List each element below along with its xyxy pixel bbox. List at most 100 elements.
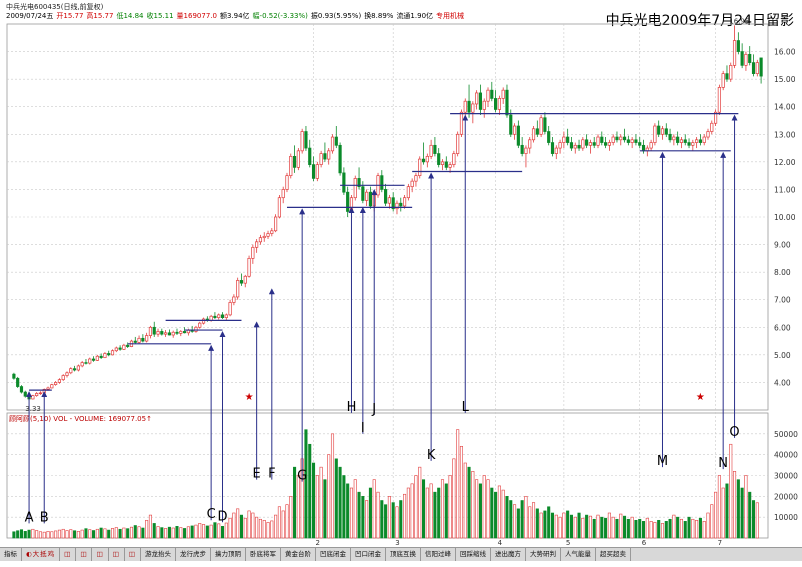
candle-body [619,136,623,141]
candle-body [384,189,388,204]
candle-body [501,89,505,99]
indicator-tab[interactable]: 凹口闭金 [351,548,386,561]
price-tick-label: 8.00 [774,268,791,277]
volume-bar [395,506,399,539]
candle-body [145,335,149,342]
candle-body [562,136,566,143]
candle-body [539,117,543,135]
volume-bar [217,523,221,539]
volume-bar [524,496,528,539]
volume-bar [179,527,183,539]
price-tick-label: 9.00 [774,241,791,250]
indicator-tab[interactable]: ◫ [60,548,77,561]
volume-bar [304,429,308,539]
indicator-tab[interactable]: 超买超卖 [596,548,631,561]
volume-bar [76,531,80,539]
candle-body [73,368,77,371]
candle-body [676,136,680,143]
volume-bar [296,475,300,539]
volume-bar [641,521,646,539]
volume-bar [710,504,714,539]
indicator-tab[interactable]: ◫ [125,548,141,561]
volume-bar [592,518,596,539]
volume-bar [228,517,232,539]
candle-body [38,392,43,395]
candle-body [224,314,228,318]
candle-body [402,197,407,207]
indicator-tab[interactable]: ◐大抵鸡 [22,548,61,561]
candle-body [285,175,289,190]
signal-label: J [371,402,376,417]
indicator-tab[interactable]: 信阳过峰 [421,548,456,561]
volume-bar [133,525,137,539]
volume-bar [619,513,623,539]
quote-item: 专用机械 [436,12,465,20]
candle-body [657,125,661,135]
volume-tick-label: 40000 [774,451,798,460]
candlestick-chart: 4.00 5.00 6.00 7.00 8.00 9.00 10.00 11.00 12.00 1… [6,17,798,547]
candle-body [649,142,653,149]
signal-label: B [40,510,49,525]
volume-bar [92,530,96,539]
volume-bar [190,525,194,539]
volume-bar [353,479,357,539]
indicator-tab[interactable]: 凹底闭金 [316,548,351,561]
indicator-tab[interactable]: ◫ [76,548,93,561]
volume-tick-label: 10000 [774,513,798,522]
candle-body [346,191,350,212]
indicator-tab[interactable]: 卧底将军 [246,548,281,561]
candle-body [494,98,498,110]
indicator-tab[interactable]: 龙行虎步 [176,548,211,561]
volume-bar [384,504,388,539]
volume-bar [57,529,61,539]
indicator-tab[interactable]: ◫ [109,548,125,561]
indicator-tab[interactable]: 顶底互换 [386,548,421,561]
volume-bar [501,489,505,539]
volume-bar [755,502,759,539]
volume-bar [596,514,600,539]
volume-bar [615,518,619,539]
candle-body [76,365,80,371]
volume-bar [486,479,490,539]
indicator-tab[interactable]: 人气能量 [561,548,596,561]
volume-bar [440,479,445,539]
candle-body [395,202,399,210]
volume-bar [623,515,627,539]
volume-bar [422,479,426,539]
volume-bar [171,527,175,539]
candle-body [755,62,759,74]
volume-bar [410,483,414,539]
volume-bar [683,521,687,539]
indicator-tab[interactable]: ◫ [92,548,109,561]
indicator-tab[interactable]: 黄金台阶 [281,548,316,561]
volume-bar [702,521,706,539]
candle-body [277,197,281,218]
volume-bar [266,522,270,539]
indicator-tab[interactable]: 游龙抬头 [141,548,176,561]
volume-bar [494,491,498,539]
candle-body [588,142,593,146]
x-tick-label: 7 [718,539,722,547]
candle-body [152,326,156,335]
candle-body [220,314,225,318]
candle-body [437,153,441,165]
volume-bar [569,514,573,539]
candle-body [528,139,532,149]
candle-body [732,40,737,66]
indicator-tab[interactable]: 擒力顶阴 [211,548,246,561]
volume-bar [334,458,338,539]
indicator-tab[interactable]: 大势研判 [526,548,561,561]
indicator-tab[interactable]: 进出魔方 [491,548,526,561]
volume-tick-label: 50000 [774,430,798,439]
indicator-tab[interactable]: 指标 [0,548,22,561]
candle-body [46,387,50,390]
volume-bar [437,487,441,539]
candle-body [444,161,448,168]
volume-bar [717,475,721,539]
candle-body [251,246,255,259]
candle-body [338,144,342,174]
volume-bar [558,516,562,539]
indicator-tab[interactable]: 回踩缩线 [456,548,491,561]
volume-bar [65,530,69,539]
